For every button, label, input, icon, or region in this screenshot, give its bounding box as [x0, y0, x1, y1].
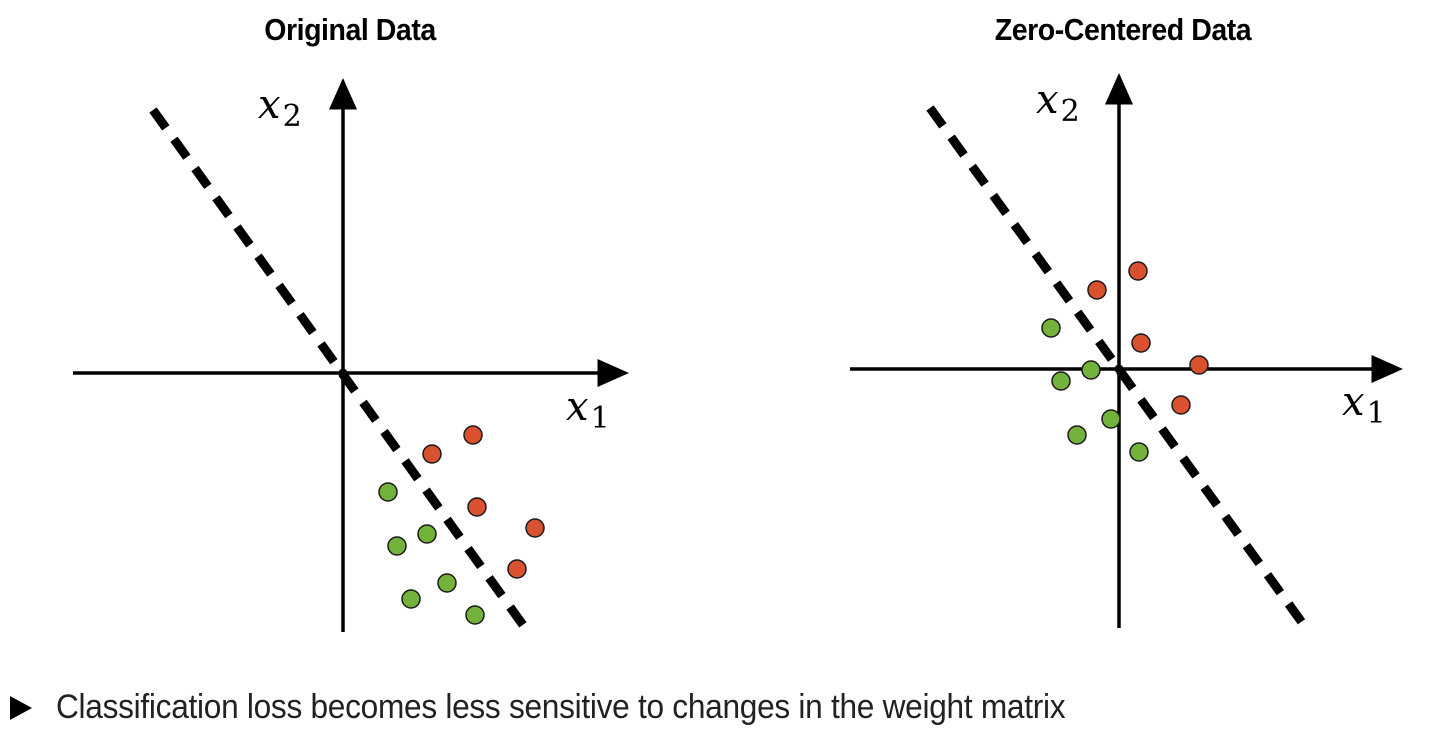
x1-axis-label: x1 [566, 384, 610, 436]
class-green-point [387, 536, 407, 556]
class-red-point [1171, 395, 1191, 415]
class-green-point [1067, 425, 1087, 445]
class-green-point [437, 573, 457, 593]
class-green-point [1051, 371, 1071, 391]
bullet-point: Classification loss becomes less sensiti… [10, 688, 1141, 727]
plot-zero-centered-data: x1 x2 [850, 73, 1403, 631]
class-green-point [417, 524, 437, 544]
class-green-point [1101, 409, 1121, 429]
class-red-point [1189, 355, 1209, 375]
class-red-point [422, 444, 442, 464]
class-green-point [465, 605, 485, 625]
plot-original-data: x1 x2 [73, 78, 629, 635]
class-green-point [401, 589, 421, 609]
bullet-text: Classification loss becomes less sensiti… [56, 688, 1066, 726]
class-red-point [467, 497, 487, 517]
class-green-point [1041, 318, 1061, 338]
class-red-point [1087, 280, 1107, 300]
x1-axis-label: x1 [1342, 379, 1386, 431]
class-red-point [463, 425, 483, 445]
class-red-point [1131, 333, 1151, 353]
class-green-point [1129, 442, 1149, 462]
x2-axis-label: x2 [1036, 77, 1080, 129]
class-red-point [525, 518, 545, 538]
class-green-point [1081, 360, 1101, 380]
triangle-right-icon [10, 695, 32, 720]
class-red-point [1128, 261, 1148, 281]
class-red-point [507, 559, 527, 579]
chart-title-zero-centered: Zero-Centered Data [994, 12, 1252, 47]
class-green-point [378, 482, 398, 502]
x2-axis-label: x2 [258, 82, 302, 134]
chart-title-original: Original Data [264, 12, 436, 47]
